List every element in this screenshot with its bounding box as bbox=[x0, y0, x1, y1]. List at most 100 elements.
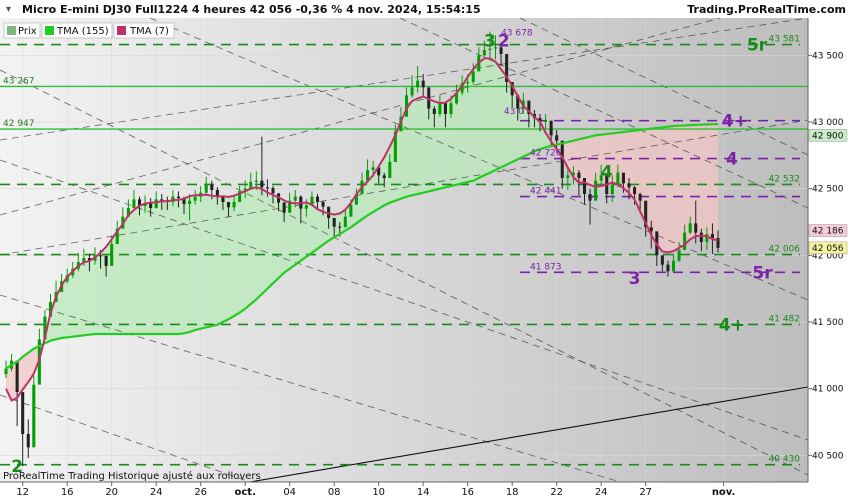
candle[interactable] bbox=[527, 100, 531, 128]
candle-body bbox=[110, 244, 114, 266]
candle[interactable] bbox=[32, 375, 36, 448]
candle-body bbox=[443, 102, 447, 114]
candle-body bbox=[160, 199, 164, 201]
candle[interactable] bbox=[544, 114, 548, 129]
candle[interactable] bbox=[293, 190, 297, 208]
candle[interactable] bbox=[404, 87, 409, 117]
candle[interactable] bbox=[683, 224, 687, 250]
candle[interactable] bbox=[471, 63, 475, 85]
price-tag bbox=[808, 241, 848, 255]
candle[interactable] bbox=[493, 35, 498, 60]
level-label-mid: 42 441 bbox=[530, 187, 562, 197]
level-label-right: 41 482 bbox=[769, 314, 801, 324]
cloud-segment bbox=[89, 257, 95, 335]
x-tick-label: 04 bbox=[283, 487, 296, 498]
candle[interactable] bbox=[599, 164, 603, 186]
legend-item-tma7[interactable] bbox=[113, 22, 175, 39]
candle-body bbox=[143, 203, 147, 206]
candle[interactable] bbox=[226, 202, 231, 217]
candle-body bbox=[310, 196, 314, 206]
cloud-segment bbox=[245, 188, 251, 309]
candle[interactable] bbox=[443, 102, 447, 128]
candle[interactable] bbox=[26, 419, 30, 458]
cloud-segment bbox=[712, 124, 718, 241]
candle-body bbox=[493, 47, 498, 49]
candle[interactable] bbox=[21, 392, 25, 466]
candle[interactable] bbox=[588, 188, 592, 225]
candle[interactable] bbox=[332, 218, 336, 238]
candle[interactable] bbox=[243, 180, 247, 198]
candle[interactable] bbox=[671, 254, 676, 272]
candle[interactable] bbox=[377, 167, 381, 184]
candle[interactable] bbox=[221, 196, 225, 210]
candle[interactable] bbox=[416, 66, 420, 93]
candle[interactable] bbox=[510, 82, 514, 108]
candle[interactable] bbox=[560, 140, 564, 189]
candle[interactable] bbox=[666, 260, 670, 277]
candle[interactable] bbox=[438, 95, 442, 117]
candle[interactable] bbox=[488, 31, 492, 58]
chevron-down-icon[interactable]: ▾ bbox=[6, 4, 11, 15]
candle[interactable] bbox=[15, 360, 19, 426]
candle[interactable] bbox=[716, 230, 720, 253]
candle[interactable] bbox=[594, 172, 598, 201]
candle[interactable] bbox=[627, 178, 631, 200]
candle[interactable] bbox=[610, 175, 614, 202]
candle[interactable] bbox=[232, 195, 236, 212]
candle-body bbox=[621, 172, 625, 184]
candle[interactable] bbox=[204, 176, 208, 194]
candle[interactable] bbox=[432, 106, 436, 128]
candle[interactable] bbox=[265, 179, 269, 197]
candle[interactable] bbox=[455, 84, 459, 105]
candle[interactable] bbox=[499, 44, 503, 66]
wave-label: 3 bbox=[484, 32, 496, 52]
legend-item-tma155[interactable] bbox=[41, 22, 113, 39]
candle[interactable] bbox=[249, 172, 253, 190]
candle[interactable] bbox=[421, 74, 425, 97]
candle-body bbox=[710, 234, 714, 238]
candle[interactable] bbox=[149, 198, 153, 217]
candle[interactable] bbox=[43, 310, 47, 340]
candle[interactable] bbox=[699, 228, 703, 252]
x-axis-ticks: 12 16 20 24 26 oct. 04 08 10 14 16 18 22 24 27 nov. bbox=[16, 482, 735, 498]
candle-body bbox=[393, 131, 397, 162]
candle[interactable] bbox=[505, 54, 509, 93]
candle[interactable] bbox=[321, 200, 325, 216]
candle[interactable] bbox=[677, 242, 681, 262]
cloud-segment bbox=[495, 61, 502, 170]
candle[interactable] bbox=[193, 190, 197, 205]
candle[interactable] bbox=[638, 192, 642, 210]
candle[interactable] bbox=[343, 210, 347, 228]
candle[interactable] bbox=[482, 40, 486, 60]
candle[interactable] bbox=[4, 360, 8, 378]
candle[interactable] bbox=[48, 294, 53, 317]
candle[interactable] bbox=[154, 191, 158, 209]
candle[interactable] bbox=[310, 191, 314, 206]
candle[interactable] bbox=[688, 216, 692, 234]
candle[interactable] bbox=[132, 190, 136, 209]
trend-line-solid bbox=[249, 386, 809, 483]
cloud-segment bbox=[517, 96, 524, 160]
candle[interactable] bbox=[382, 172, 386, 188]
wave-label: 2 bbox=[498, 32, 510, 52]
candle[interactable] bbox=[516, 94, 520, 121]
candle[interactable] bbox=[282, 202, 286, 222]
candle[interactable] bbox=[87, 254, 91, 272]
candle[interactable] bbox=[188, 194, 192, 221]
candle[interactable] bbox=[260, 136, 264, 196]
candle[interactable] bbox=[315, 194, 320, 210]
candle-body bbox=[343, 216, 347, 228]
cloud-segment bbox=[506, 76, 513, 165]
candle[interactable] bbox=[705, 227, 709, 250]
candle[interactable] bbox=[582, 178, 587, 205]
peak-label: 43 678 bbox=[501, 28, 533, 38]
candle[interactable] bbox=[566, 167, 570, 190]
candle[interactable] bbox=[410, 75, 414, 98]
candle[interactable] bbox=[388, 154, 392, 178]
candle[interactable] bbox=[660, 255, 664, 272]
candle[interactable] bbox=[104, 255, 108, 277]
candle-body bbox=[460, 83, 464, 93]
candle[interactable] bbox=[354, 188, 358, 205]
candle[interactable] bbox=[366, 159, 370, 181]
